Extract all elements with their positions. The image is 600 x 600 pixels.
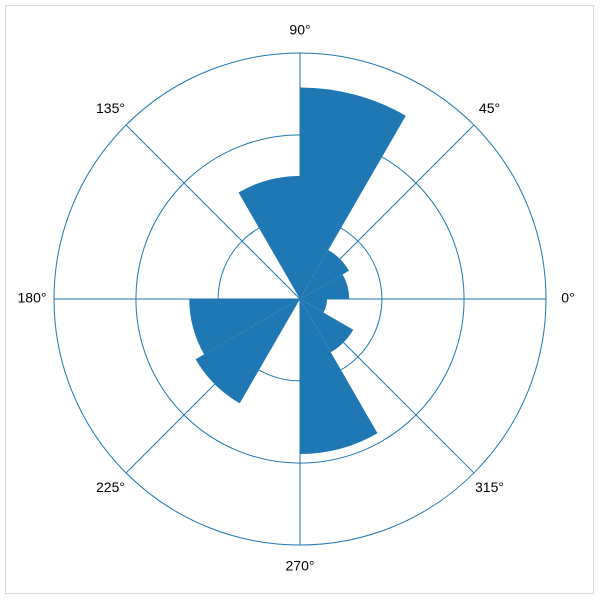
angular-tick-label-270: 270°	[286, 558, 315, 574]
polar-bar-0	[300, 274, 350, 299]
tick-labels-group: 0° 45° 90° 135° 180° 225° 270° 315°	[18, 22, 575, 574]
angular-tick-label-45: 45°	[479, 100, 500, 116]
polar-bar-2	[300, 87, 406, 299]
angular-gridline-225	[125, 298, 301, 474]
angular-gridline-135	[125, 124, 301, 300]
polar-bar-11	[300, 299, 328, 313]
polar-bar-6	[189, 299, 300, 355]
bars-group	[189, 87, 406, 454]
angular-gridline-315	[299, 298, 475, 474]
angular-gridline-45	[299, 124, 475, 300]
grid-group	[53, 52, 547, 546]
angular-tick-label-225: 225°	[96, 479, 125, 495]
angular-tick-label-0: 0°	[561, 290, 574, 306]
angular-tick-label-90: 90°	[289, 22, 310, 38]
angular-tick-label-180: 180°	[18, 290, 47, 306]
angular-tick-label-315: 315°	[475, 479, 504, 495]
polar-bar-9	[300, 299, 378, 454]
polar-bar-3	[238, 176, 300, 299]
angular-tick-label-135: 135°	[96, 100, 125, 116]
chart-frame	[5, 5, 594, 594]
